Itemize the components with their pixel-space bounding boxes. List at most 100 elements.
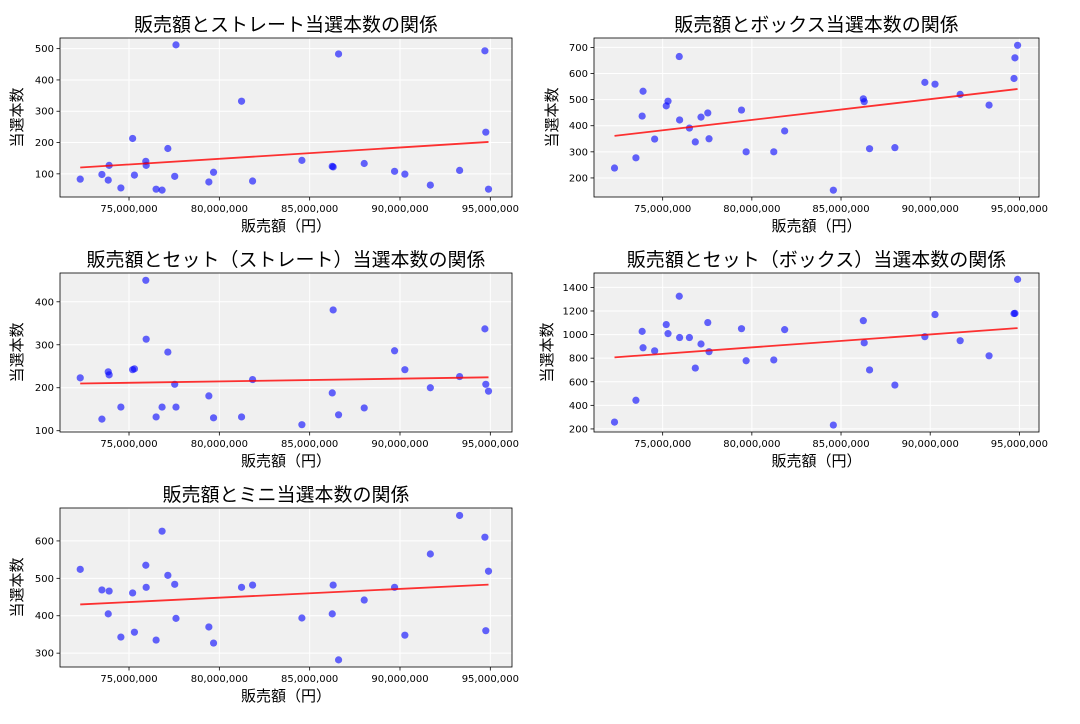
data-point	[205, 392, 213, 400]
data-point	[164, 348, 172, 356]
subplot-title: 販売額とストレート当選本数の関係	[134, 14, 438, 36]
data-point	[142, 561, 150, 569]
data-point	[104, 610, 112, 618]
x-axis-label: 販売額（円）	[241, 687, 331, 705]
data-point	[401, 366, 409, 374]
subplot-title: 販売額とボックス当選本数の関係	[674, 14, 958, 36]
data-point	[859, 317, 867, 325]
data-point	[171, 172, 179, 180]
data-point	[390, 167, 399, 175]
subplot-3: 75,000,000 80,000,000 85,000,000 90,000,000…	[8, 249, 519, 470]
data-point	[956, 90, 964, 98]
data-point	[781, 127, 789, 135]
data-point	[209, 168, 218, 176]
y-tick-label: 200	[569, 424, 588, 435]
data-point	[98, 586, 106, 594]
data-point	[742, 148, 750, 156]
y-axis-label: 当選本数	[8, 557, 26, 617]
x-axis-label: 販売額（円）	[241, 452, 331, 470]
data-point	[664, 330, 672, 338]
data-point	[426, 550, 434, 558]
y-tick-label: 500	[569, 95, 588, 106]
subplot-5: 75,000,000 80,000,000 85,000,000 90,000,000…	[8, 484, 519, 705]
data-point	[829, 186, 837, 194]
plot-area	[594, 273, 1039, 432]
data-point	[639, 344, 647, 352]
data-point	[248, 177, 257, 185]
x-tick-label: 75,000,000	[100, 674, 157, 685]
y-axis-label: 当選本数	[543, 87, 561, 147]
data-point	[985, 352, 993, 360]
plot-frame	[59, 507, 513, 668]
data-point	[129, 589, 137, 597]
data-point	[1013, 275, 1022, 283]
y-tick-label: 200	[569, 173, 588, 184]
data-point	[921, 78, 929, 86]
data-point	[691, 364, 699, 372]
data-point	[675, 292, 683, 300]
x-tick-label: 80,000,000	[191, 204, 248, 215]
data-point	[130, 171, 139, 179]
y-tick-label: 400	[35, 75, 54, 86]
data-point	[205, 178, 213, 186]
x-axis-label: 販売額（円）	[771, 452, 861, 470]
plot-frame	[59, 37, 513, 198]
data-point	[638, 112, 646, 120]
x-tick-label: 80,000,000	[191, 674, 248, 685]
data-point	[152, 413, 160, 421]
data-point	[610, 164, 619, 172]
data-point	[328, 389, 336, 397]
data-point	[676, 116, 684, 124]
trend-line	[80, 376, 489, 385]
y-tick-label: 400	[569, 121, 588, 132]
data-point	[360, 596, 368, 604]
data-point	[105, 587, 113, 595]
x-tick-label: 90,000,000	[902, 204, 959, 215]
y-tick-label: 700	[569, 43, 588, 54]
data-point	[360, 159, 368, 168]
data-point	[426, 384, 434, 392]
trend-line	[80, 583, 489, 606]
data-point	[704, 318, 712, 327]
data-point	[142, 276, 150, 284]
data-point	[172, 403, 180, 411]
data-point	[1010, 74, 1018, 83]
data-point	[632, 154, 640, 162]
data-point	[334, 411, 343, 419]
y-tick-label: 800	[569, 354, 588, 365]
plot-frame	[593, 37, 1040, 198]
x-tick-label: 80,000,000	[191, 439, 248, 450]
data-point	[781, 326, 789, 334]
data-point	[481, 533, 489, 541]
y-axis-label: 当選本数	[8, 322, 26, 382]
y-tick-label: 100	[35, 426, 54, 437]
data-point	[865, 366, 874, 374]
x-tick-label: 75,000,000	[100, 439, 157, 450]
data-point	[105, 371, 113, 379]
data-point	[610, 418, 619, 426]
data-point	[685, 333, 694, 342]
x-tick-label: 75,000,000	[634, 439, 691, 450]
x-tick-label: 95,000,000	[462, 674, 519, 685]
data-point	[390, 347, 399, 355]
data-point	[360, 404, 368, 412]
data-point	[328, 610, 336, 618]
subplot-2: 75,000,000 80,000,000 85,000,000 90,000,000…	[543, 14, 1048, 235]
data-point	[298, 614, 306, 622]
data-point	[931, 310, 939, 319]
data-point	[329, 306, 337, 314]
data-point	[742, 357, 750, 365]
data-point	[329, 163, 337, 171]
x-tick-label: 85,000,000	[281, 204, 338, 215]
x-tick-label: 85,000,000	[812, 439, 869, 450]
data-point	[117, 403, 125, 411]
data-point	[76, 565, 84, 573]
subplot-title: 販売額とセット（ボックス）当選本数の関係	[627, 249, 1006, 271]
data-point	[697, 340, 705, 348]
data-point	[770, 148, 778, 156]
y-tick-label: 1400	[563, 283, 588, 294]
data-point	[481, 47, 489, 55]
data-point	[98, 170, 106, 179]
data-point	[334, 656, 343, 664]
data-point	[482, 128, 490, 136]
